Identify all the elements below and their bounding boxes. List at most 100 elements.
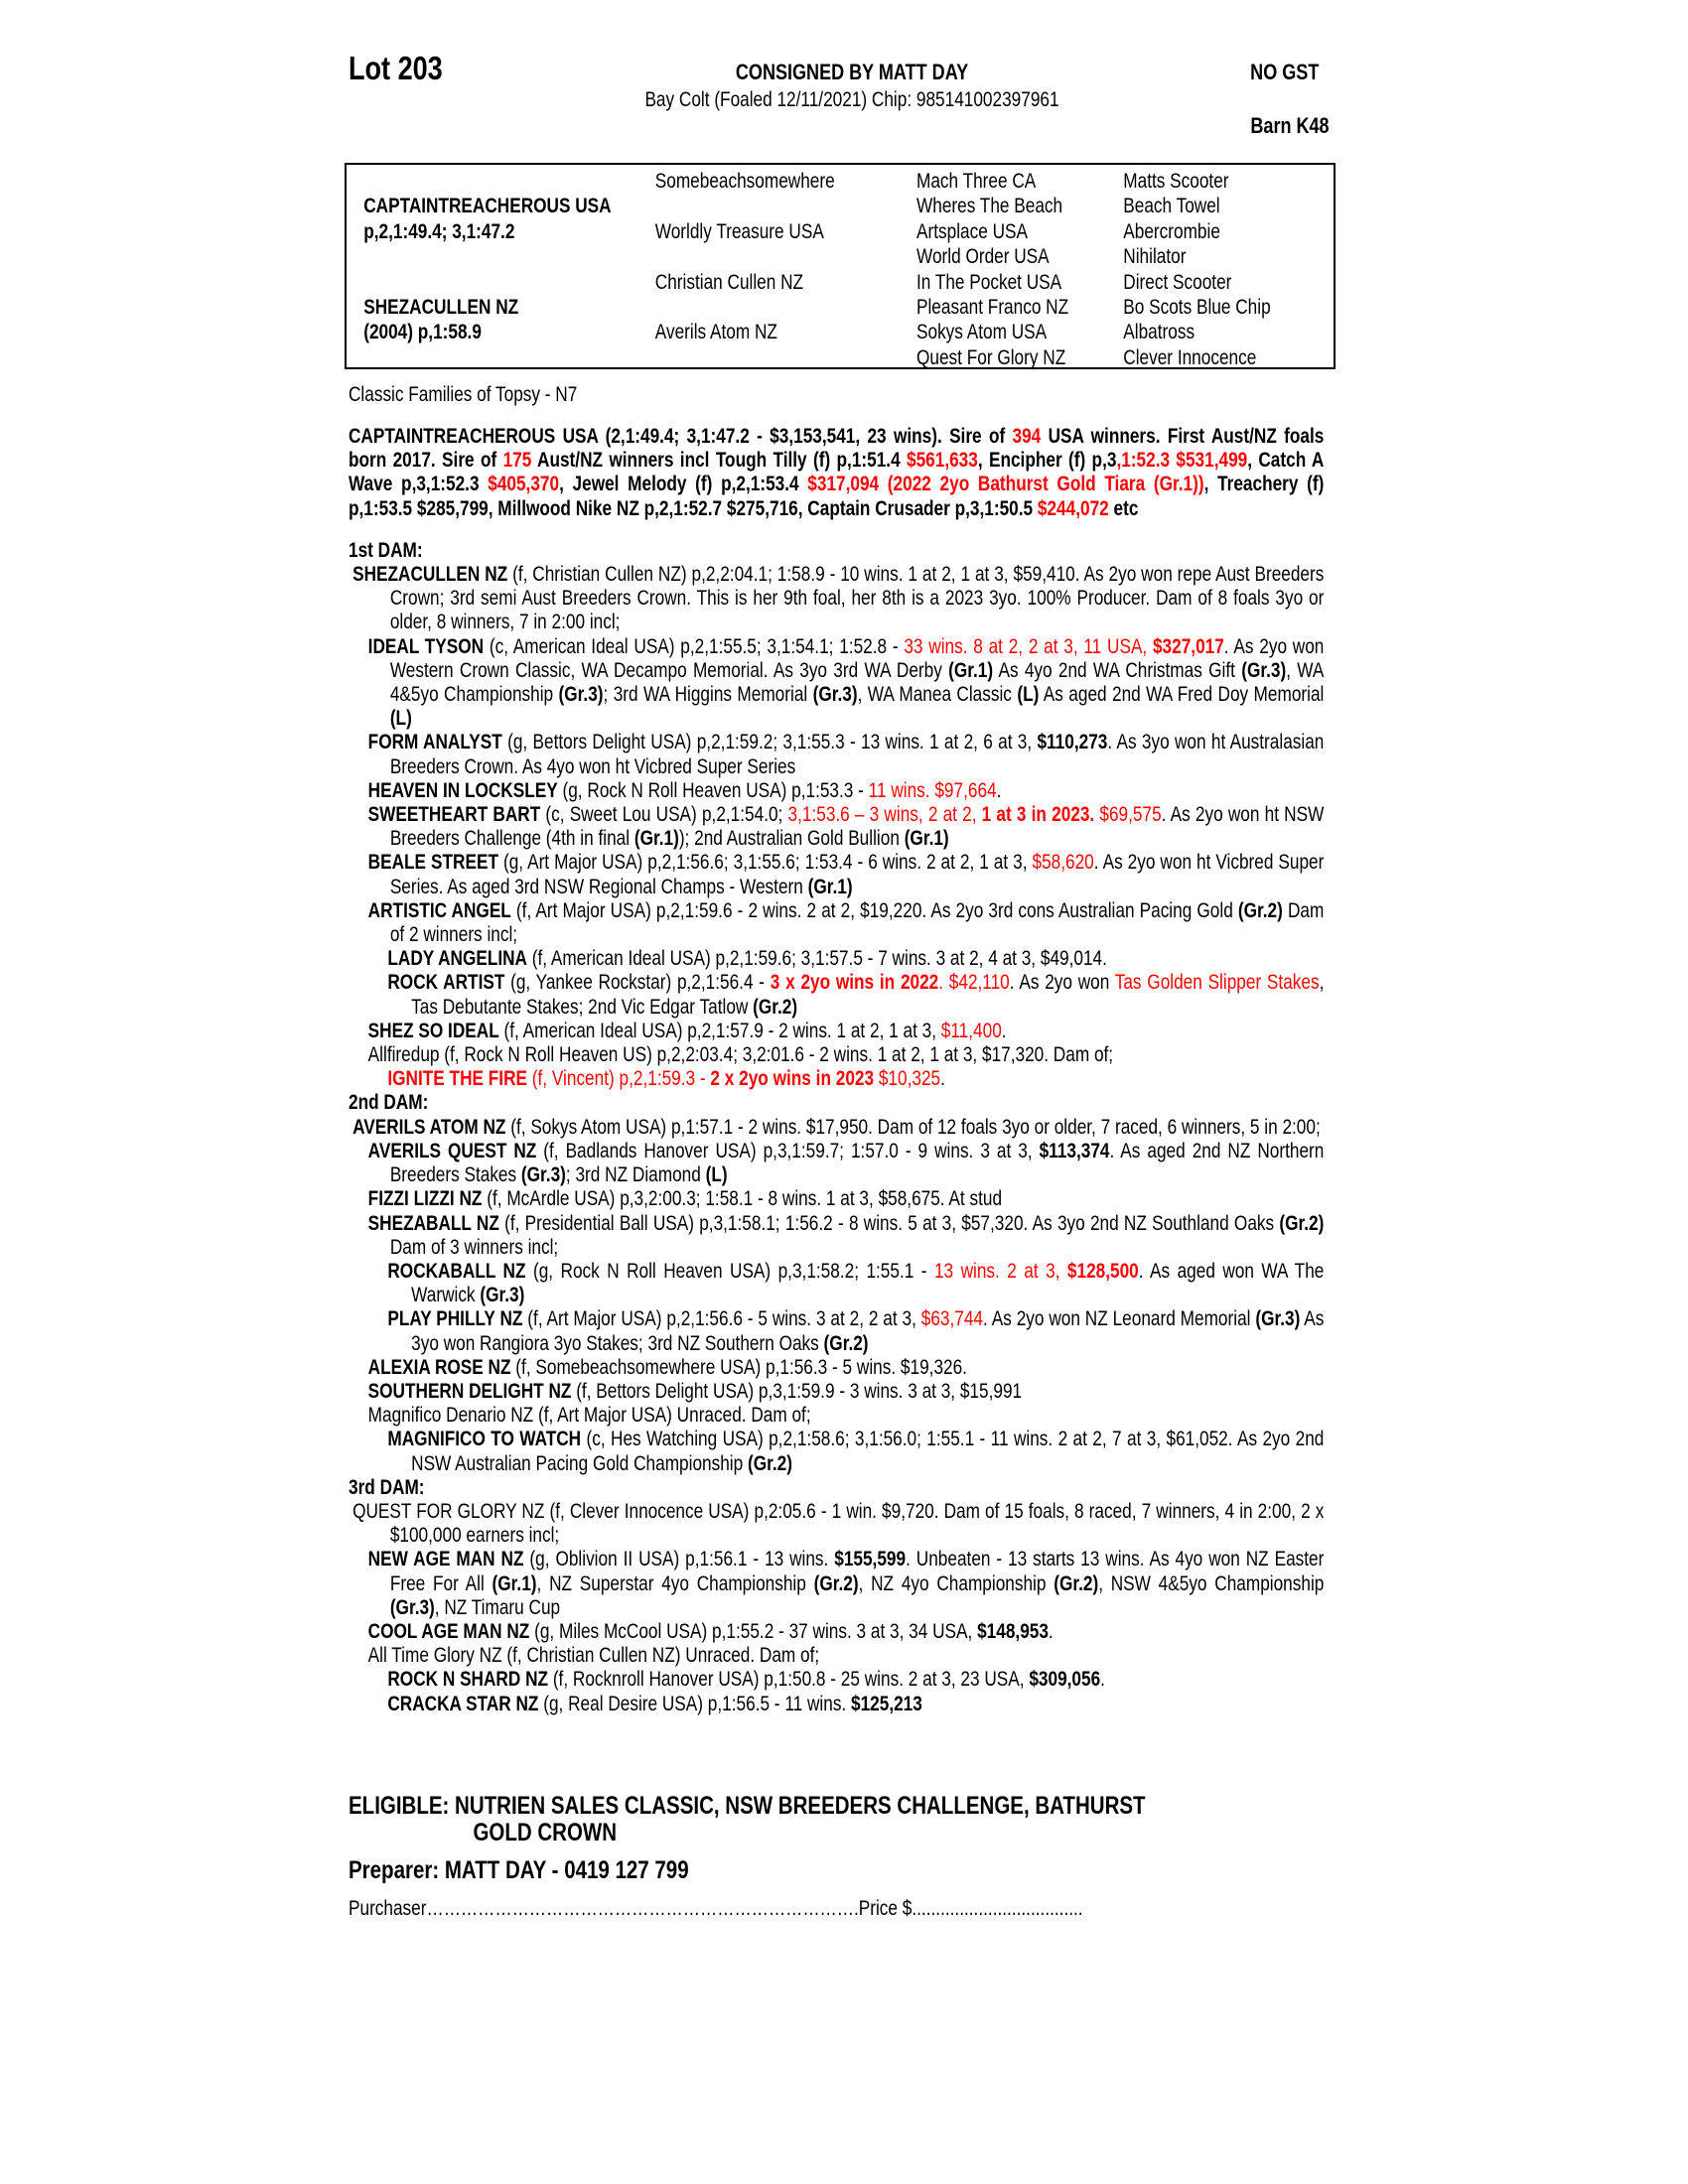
bold-text: SOUTHERN DELIGHT NZ [367, 1379, 572, 1403]
dam-entry: AVERILS ATOM NZ (f, Sokys Atom USA) p,1:… [352, 1116, 1325, 1140]
dam-entry: QUEST FOR GLORY NZ (f, Clever Innocence … [352, 1500, 1324, 1548]
bold-text: (Gr.3) [1255, 1307, 1301, 1331]
progeny-entry: SOUTHERN DELIGHT NZ (f, Bettors Delight … [368, 1379, 1325, 1404]
text-run: (f, Christian Cullen NZ) p,2,2:04.1; 1:5… [389, 563, 1325, 634]
text-run: . As 3yo won ht Australasian Breeders Cr… [389, 731, 1325, 778]
bold-text: $110,273 [1037, 731, 1108, 754]
bold-text: FIZZI LIZZI NZ [367, 1187, 483, 1211]
pedigree-gen4: Beach Towel [1123, 195, 1220, 218]
preparer: Preparer: MATT DAY - 0419 127 799 [349, 1856, 689, 1884]
text-run: , WA Manea Classic [857, 683, 1018, 707]
purchaser-price-line: Purchaser………………………………………………………………….Price… [349, 1897, 1083, 1920]
highlight-text: $244,072 [1037, 496, 1109, 520]
text-run: Allfiredup (f, Rock N Roll Heaven US) p,… [367, 1043, 1114, 1067]
highlight-text: $128,500 [1066, 1259, 1139, 1283]
highlight-text: . $42,110 [938, 971, 1010, 995]
progeny-entry: ALEXIA ROSE NZ (f, Somebeachsomewhere US… [368, 1356, 1325, 1380]
bold-text: (Gr.2) [1279, 1211, 1325, 1235]
text-run: (c, Hes Watching USA) p,2,1:58.6; 3,1:56… [411, 1428, 1325, 1475]
consignor: CONSIGNED BY MATT DAY [735, 60, 969, 84]
text-run: . As aged won WA The Warwick [411, 1259, 1325, 1307]
text-run: (c, Sweet Lou USA) p,2,1:54.0; [540, 803, 788, 827]
highlight-text: $69,575 [1099, 803, 1162, 827]
text-run: . As 2yo won [1009, 971, 1115, 995]
text-run: , NZ Superstar 4yo Championship [536, 1571, 814, 1595]
highlight-text: $10,325 [874, 1067, 941, 1091]
highlight-text: $63,744 [920, 1307, 984, 1331]
text-run: . As aged 2nd NZ Northern Breeders Stake… [389, 1139, 1325, 1187]
progeny-entry: IDEAL TYSON (c, American Ideal USA) p,2,… [368, 634, 1325, 732]
progeny-entry: SWEETHEART BART (c, Sweet Lou USA) p,2,1… [368, 803, 1325, 851]
progeny-entry: AVERILS QUEST NZ (f, Badlands Hanover US… [368, 1139, 1325, 1187]
highlight-text: 175 [502, 449, 532, 473]
text-run: As aged 2nd WA Fred Doy Memorial [1039, 683, 1325, 707]
highlight-text: $327,017 [1152, 634, 1224, 658]
highlight-text: 1 at 3 in 2023. [981, 803, 1095, 827]
text-run: (f, American Ideal USA) p,2,1:57.9 - 2 w… [498, 1019, 941, 1042]
bold-text: $125,213 [851, 1692, 922, 1715]
text-run: , Tas Debutante Stakes; 2nd Vic Edgar Ta… [411, 971, 1325, 1019]
bold-text: (Gr.3) [480, 1284, 525, 1307]
text-run: . [940, 1067, 945, 1091]
highlight-text: 3 x 2yo wins in 2022 [770, 971, 939, 995]
text-run: . As 2yo won ht NSW Breeders Challenge (… [389, 803, 1325, 851]
pedigree-gen4: Bo Scots Blue Chip [1123, 296, 1271, 319]
text-run: . As 2yo won Western Crown Classic, WA D… [389, 634, 1325, 682]
text-run: All Time Glory NZ (f, Christian Cullen N… [367, 1644, 820, 1668]
text-run: ); 2nd Australian Gold Bullion [678, 827, 905, 851]
text-run: ; 3rd WA Higgins Memorial [603, 683, 813, 707]
pedigree-dam: SHEZACULLEN NZ [363, 296, 519, 319]
text-run: , Catch A Wave p,3,1:52.3 [349, 449, 1325, 496]
barn-location: Barn K48 [1250, 113, 1330, 138]
text-run: (f, McArdle USA) p,3,2:00.3; 1:58.1 - 8 … [482, 1187, 1003, 1211]
progeny-entry: PLAY PHILLY NZ (f, Art Major USA) p,2,1:… [387, 1307, 1324, 1355]
highlight-text: 2 x 2yo wins in 2023 [710, 1067, 875, 1091]
bold-text: (Gr.1) [807, 875, 853, 898]
bold-text: (Gr.2) [823, 1331, 869, 1355]
progeny-entry: COOL AGE MAN NZ (g, Miles McCool USA) p,… [368, 1620, 1325, 1644]
bold-text: (L) [389, 707, 412, 731]
bold-text: SWEETHEART BART [367, 803, 541, 827]
text-run: (g, Art Major USA) p,2,1:56.6; 3,1:55.6;… [497, 851, 1033, 875]
gst-status: NO GST [1249, 60, 1319, 84]
bold-text: (Gr.1) [904, 827, 949, 851]
progeny-entry: MAGNIFICO TO WATCH (c, Hes Watching USA)… [387, 1428, 1325, 1475]
progeny-entry: ROCK ARTIST (g, Yankee Rockstar) p,2,1:5… [387, 971, 1325, 1019]
text-run: , Treachery (f) p,1:53.5 $285,799, Millw… [349, 473, 1325, 520]
bold-text: LADY ANGELINA [387, 947, 528, 971]
text-run: (f, Art Major USA) p,2,1:56.6 - 5 wins. … [522, 1307, 921, 1331]
bold-text: (Gr.2) [1054, 1571, 1099, 1595]
bold-text: $155,599 [834, 1548, 907, 1571]
progeny-entry: LADY ANGELINA (f, American Ideal USA) p,… [387, 947, 1324, 971]
pedigree-gen2: Somebeachsomewhere [654, 170, 835, 193]
text-run: QUEST FOR GLORY NZ (f, Clever Innocence … [352, 1499, 1325, 1548]
text-run: etc [1108, 496, 1139, 520]
text-run: , WA 4&5yo Championship [389, 658, 1325, 707]
pedigree-gen3: Mach Three CA [916, 170, 1037, 193]
pedigree-gen4: Abercrombie [1123, 219, 1220, 243]
bold-text: ROCK N SHARD NZ [387, 1668, 549, 1692]
bold-text: $113,374 [1039, 1139, 1110, 1162]
pedigree-gen3: Artsplace USA [916, 219, 1028, 243]
progeny-entry: IGNITE THE FIRE (f, Vincent) p,2,1:59.3 … [387, 1067, 1324, 1091]
progeny-entry: ARTISTIC ANGEL (f, Art Major USA) p,2,1:… [368, 898, 1325, 947]
pedigree-dam-record: (2004) p,1:58.9 [363, 321, 482, 344]
eligibility: ELIGIBLE: NUTRIEN SALES CLASSIC, NSW BRE… [349, 1793, 1334, 1846]
highlight-text: Tas Golden Slipper Stakes [1114, 971, 1320, 995]
highlight-text: (f, Vincent) p,2,1:59.3 - [527, 1067, 711, 1091]
progeny-entry: SHEZ SO IDEAL (f, American Ideal USA) p,… [368, 1019, 1325, 1043]
bold-text: (Gr.2) [753, 995, 798, 1019]
text-run: Dam of 3 winners incl; [389, 1235, 559, 1259]
bold-text: (Gr.3) [558, 683, 604, 707]
progeny-entry: SHEZABALL NZ (f, Presidential Ball USA) … [368, 1211, 1325, 1260]
family-line: Classic Families of Topsy - N7 [349, 383, 578, 406]
bold-text: (L) [1017, 683, 1040, 707]
text-run: (f, Bettors Delight USA) p,3,1:59.9 - 3 … [571, 1379, 1023, 1403]
lot-number: Lot 203 [349, 50, 443, 86]
pedigree-gen3: In The Pocket USA [916, 270, 1062, 294]
bold-text: (Gr.3) [520, 1163, 566, 1187]
bold-text: COOL AGE MAN NZ [367, 1619, 530, 1643]
text-run: (f, Art Major USA) p,2,1:59.6 - 2 wins. … [510, 898, 1238, 922]
text-run: . As 2yo won NZ Leonard Memorial [983, 1307, 1256, 1331]
bold-text: (Gr.3) [1241, 658, 1287, 682]
